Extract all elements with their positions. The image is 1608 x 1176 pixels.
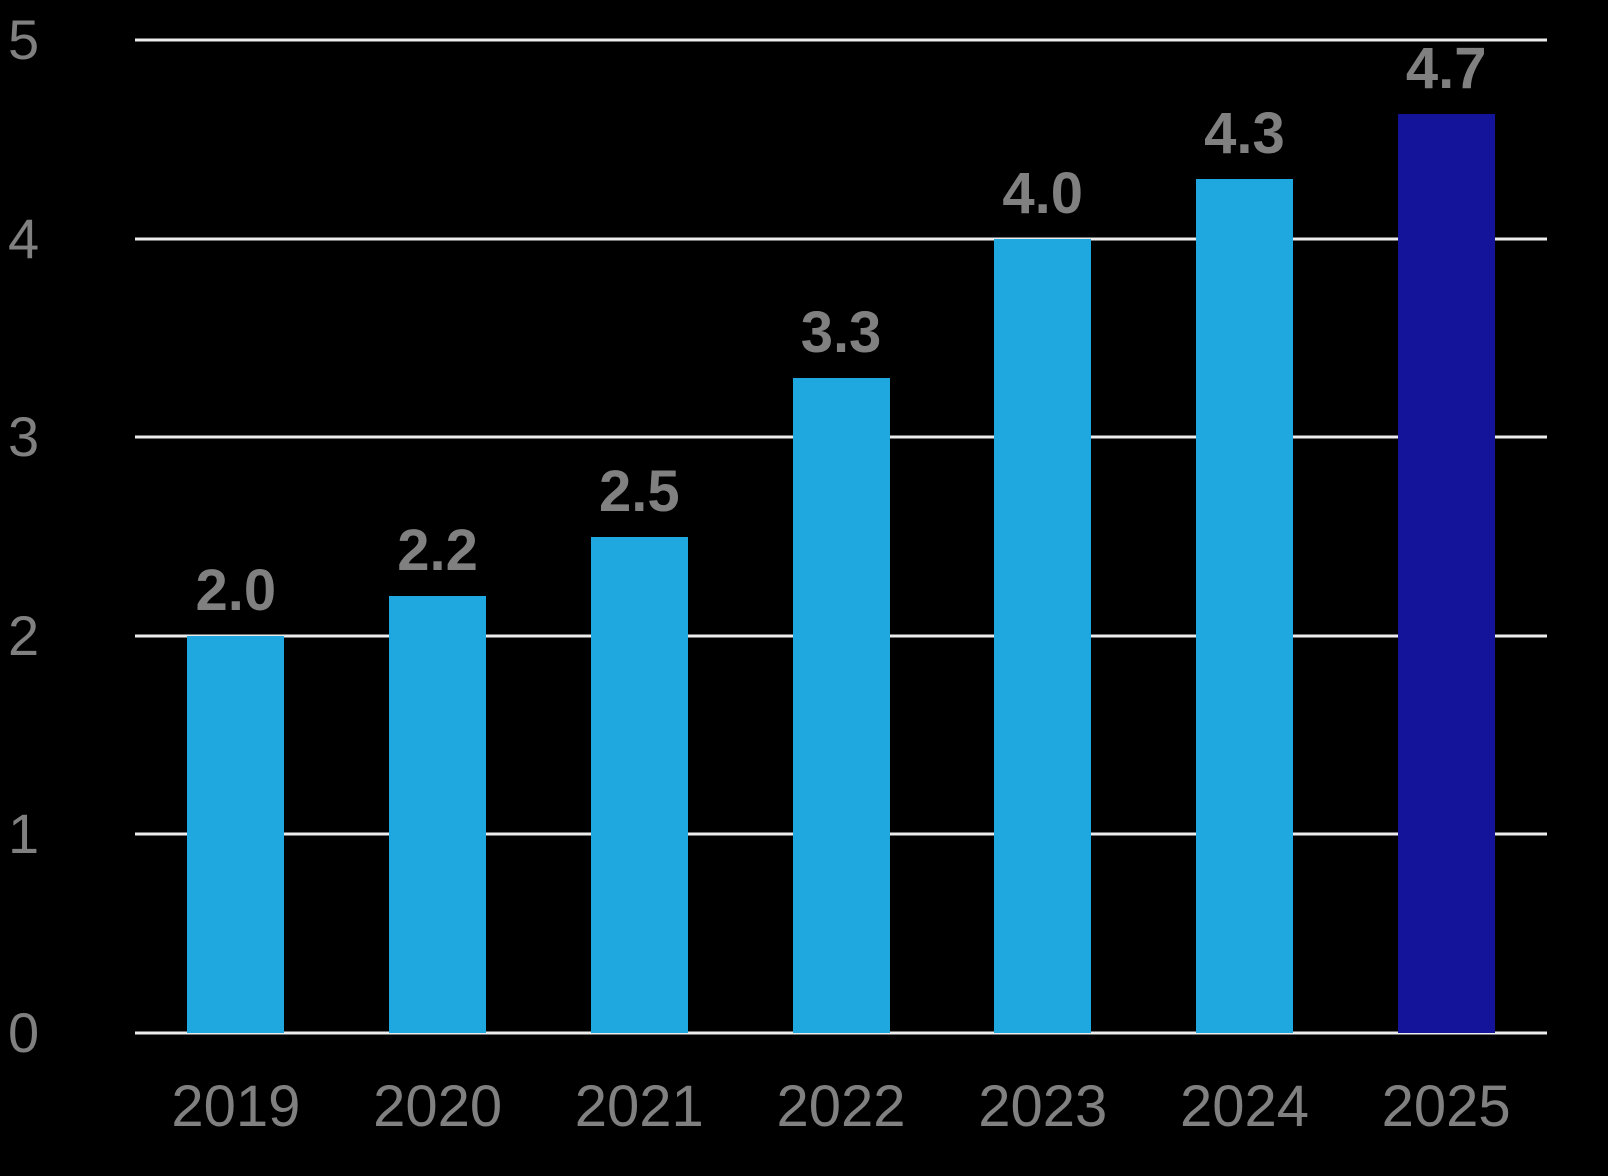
x-axis-tick-label: 2025	[1381, 1074, 1511, 1139]
bar-value-label: 3.3	[800, 299, 882, 365]
bar-group: 2.2	[337, 40, 539, 1033]
y-axis-tick-label: 0	[8, 1001, 40, 1064]
y-axis-tick-label: 1	[8, 802, 40, 866]
x-axis-tick-label: 2021	[574, 1074, 704, 1139]
gridline	[135, 237, 1547, 241]
bar-value-label: 2.2	[397, 518, 478, 584]
x-axis: 2019 2020 2021 2022 2023 2024 2025	[135, 1078, 1547, 1136]
y-axis-tick-label: 2	[8, 603, 40, 667]
bar-group: 4.0	[942, 40, 1144, 1033]
gridline	[135, 38, 1547, 42]
x-axis-tick-label: 2020	[373, 1074, 503, 1139]
bar-group: 4.3	[1144, 40, 1346, 1033]
bar	[187, 635, 285, 1033]
bar-series: 2.0 2.2 2.5 3.3 4.0 4.3 4.7	[135, 40, 1547, 1033]
x-axis-tick-label: 2022	[776, 1074, 906, 1139]
bar-group: 2.0	[135, 40, 337, 1033]
bar-value-label: 4.3	[1204, 101, 1285, 167]
bar-group: 3.3	[740, 40, 942, 1033]
y-axis-tick-label: 5	[8, 8, 40, 71]
bar	[389, 596, 487, 1033]
bar	[1397, 114, 1495, 1033]
bar	[792, 377, 890, 1033]
y-axis-tick-label: 3	[8, 405, 40, 469]
x-axis-tick-label: 2019	[171, 1074, 301, 1139]
bar	[994, 238, 1092, 1033]
bar	[590, 536, 688, 1033]
gridline	[135, 1031, 1547, 1035]
bar-value-label: 2.0	[195, 557, 277, 623]
bar-group: 2.5	[538, 40, 740, 1033]
x-axis-tick-label: 2024	[1179, 1074, 1309, 1139]
bar-value-label: 4.7	[1405, 36, 1487, 101]
bar	[1195, 179, 1293, 1033]
bar-value-label: 2.5	[598, 458, 680, 524]
bar-group: 4.7	[1345, 40, 1547, 1033]
x-axis-tick-label: 2023	[978, 1074, 1108, 1139]
bar-value-label: 4.0	[1002, 160, 1084, 226]
y-axis-tick-label: 4	[8, 206, 40, 270]
